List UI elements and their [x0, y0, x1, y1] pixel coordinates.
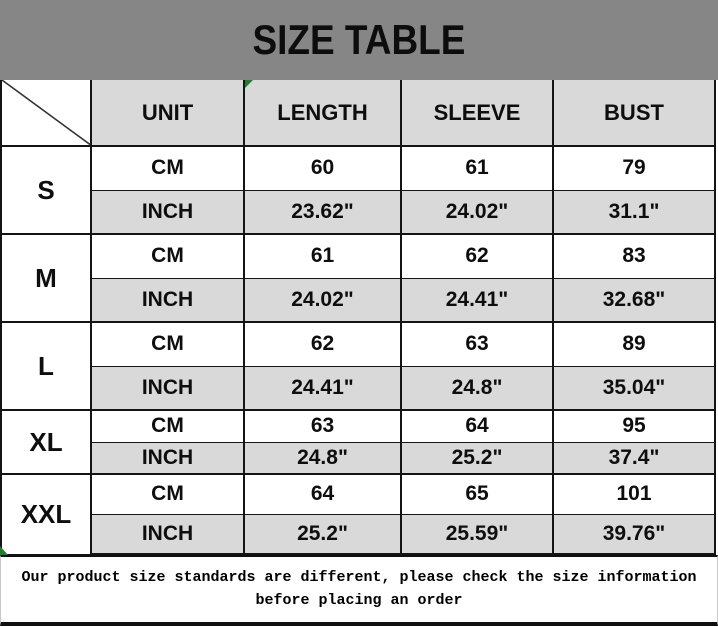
footer-note: Our product size standards are different… — [0, 555, 718, 626]
corner-cell — [0, 80, 92, 147]
header-row: UNIT LENGTH SLEEVE BUST — [0, 80, 716, 147]
column-header-length: LENGTH — [243, 80, 402, 147]
bust-value: 31.1" — [552, 189, 716, 235]
column-header-bust: BUST — [552, 80, 716, 147]
sleeve-value: 65 — [400, 473, 554, 515]
bust-value: 95 — [552, 409, 716, 443]
table-row-xl-cm: XL CM 63 64 95 — [0, 409, 716, 475]
sleeve-value: 25.59" — [400, 513, 554, 555]
table-row-xxl-inch: INCH 25.2" 25.59" 39.76" — [1, 513, 716, 555]
page-title: SIZE TABLE — [252, 16, 466, 63]
unit-cell: CM — [90, 473, 245, 515]
unit-cell: CM — [90, 321, 245, 367]
green-triangle-icon — [246, 80, 253, 88]
footer-line-1: Our product size standards are different… — [21, 569, 697, 586]
bust-value: 83 — [552, 233, 716, 279]
length-value: 63 — [243, 409, 402, 443]
footer-line-2: before placing an order — [255, 592, 463, 609]
size-label-xxl: XXL — [0, 473, 92, 555]
unit-cell: INCH — [90, 189, 245, 235]
table-row-xxl-cm: XXL CM 64 65 101 — [0, 473, 716, 555]
length-value: 25.2" — [243, 513, 402, 555]
sleeve-value: 24.8" — [400, 365, 554, 411]
unit-cell: INCH — [90, 513, 245, 555]
bust-value: 32.68" — [552, 277, 716, 323]
column-header-label: LENGTH — [277, 99, 368, 125]
column-header-sleeve: SLEEVE — [400, 80, 554, 147]
bust-value: 89 — [552, 321, 716, 367]
bust-value: 39.76" — [552, 513, 716, 555]
bust-value: 37.4" — [552, 441, 716, 475]
length-value: 60 — [243, 145, 402, 191]
length-value: 62 — [243, 321, 402, 367]
table-row-xl-inch: INCH 24.8" 25.2" 37.4" — [1, 441, 716, 475]
table-row-s-cm: S CM 60 61 79 — [0, 145, 716, 235]
sleeve-value: 63 — [400, 321, 554, 367]
size-label-xl: XL — [0, 409, 92, 475]
size-label-m: M — [0, 233, 92, 323]
length-value: 64 — [243, 473, 402, 515]
column-header-unit: UNIT — [90, 80, 245, 147]
length-value: 24.41" — [243, 365, 402, 411]
size-label-l: L — [0, 321, 92, 411]
unit-cell: CM — [90, 233, 245, 279]
table-row-l-inch: INCH 24.41" 24.8" 35.04" — [1, 365, 716, 411]
size-table: UNIT LENGTH SLEEVE BUST S CM 60 61 79 IN… — [0, 80, 716, 555]
length-value: 24.8" — [243, 441, 402, 475]
green-triangle-icon — [0, 546, 8, 555]
table-row-s-inch: INCH 23.62" 24.02" 31.1" — [1, 189, 716, 235]
unit-cell: INCH — [90, 441, 245, 475]
size-label-s: S — [0, 145, 92, 235]
unit-cell: INCH — [90, 277, 245, 323]
title-bar: SIZE TABLE — [0, 0, 718, 80]
unit-cell: CM — [90, 145, 245, 191]
length-value: 23.62" — [243, 189, 402, 235]
length-value: 24.02" — [243, 277, 402, 323]
table-row-m-inch: INCH 24.02" 24.41" 32.68" — [1, 277, 716, 323]
sleeve-value: 24.02" — [400, 189, 554, 235]
table-row-l-cm: L CM 62 63 89 — [0, 321, 716, 411]
sleeve-value: 62 — [400, 233, 554, 279]
sleeve-value: 61 — [400, 145, 554, 191]
length-value: 61 — [243, 233, 402, 279]
unit-cell: INCH — [90, 365, 245, 411]
diagonal-line-icon — [3, 80, 89, 144]
sleeve-value: 24.41" — [400, 277, 554, 323]
bust-value: 79 — [552, 145, 716, 191]
bust-value: 101 — [552, 473, 716, 515]
sleeve-value: 64 — [400, 409, 554, 443]
sleeve-value: 25.2" — [400, 441, 554, 475]
unit-cell: CM — [90, 409, 245, 443]
table-row-m-cm: M CM 61 62 83 — [0, 233, 716, 323]
bust-value: 35.04" — [552, 365, 716, 411]
